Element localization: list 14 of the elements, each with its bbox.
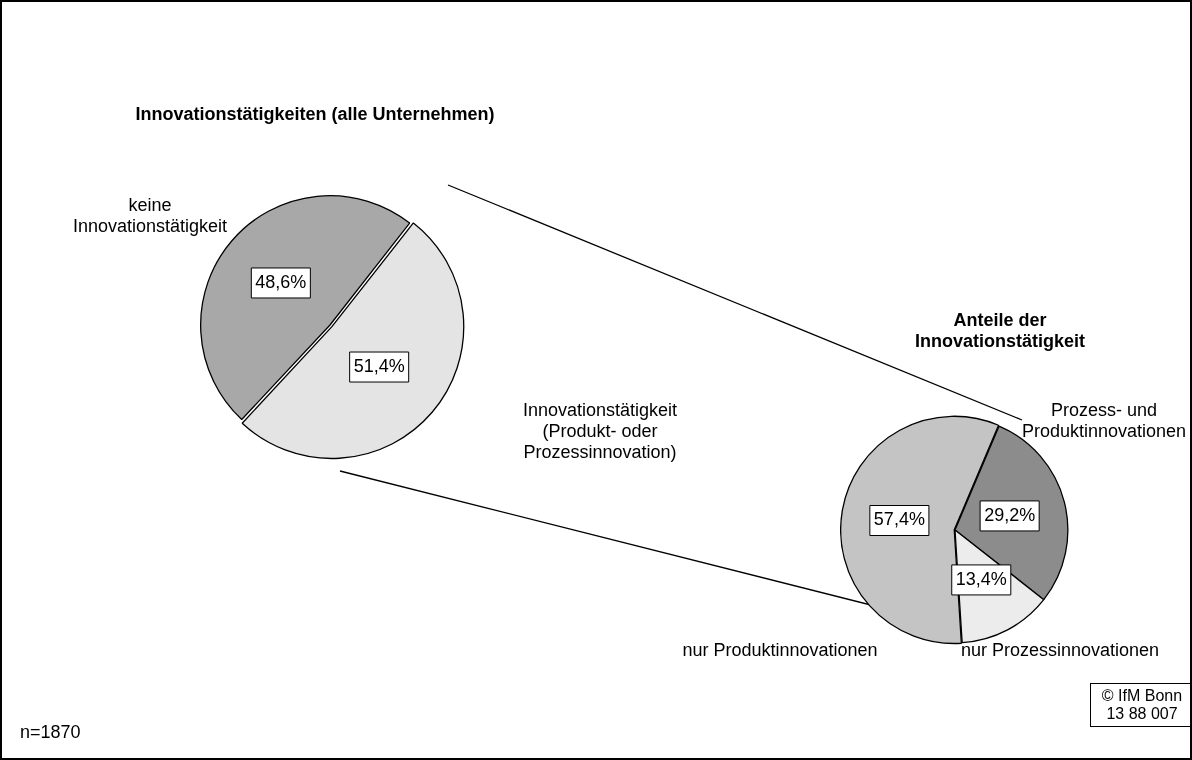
chart-title: Anteile der Innovationstätigkeit <box>914 310 1086 352</box>
slice-label: Prozess- und Produktinnovationen <box>1022 400 1187 442</box>
text: n=1870 <box>20 722 81 743</box>
data-label: 48,6% <box>255 271 307 292</box>
data-label: 57,4% <box>873 509 925 530</box>
data-label: 29,2% <box>984 504 1036 525</box>
slice-label: keine Innovationstätigkeit <box>71 195 229 237</box>
data-label: 51,4% <box>353 355 405 376</box>
slice-label: nur Prozessinnovationen <box>959 640 1161 661</box>
text: © IfM Bonn 13 88 007 <box>1090 683 1192 727</box>
slice-label: nur Produktinnovationen <box>681 640 879 661</box>
data-label: 13,4% <box>955 568 1007 589</box>
slice-label: Innovationstätigkeit (Produkt- oder Prozessinnovation) <box>521 400 679 463</box>
chart-title: Innovationstätigkeiten (alle Unternehmen) <box>134 104 496 125</box>
